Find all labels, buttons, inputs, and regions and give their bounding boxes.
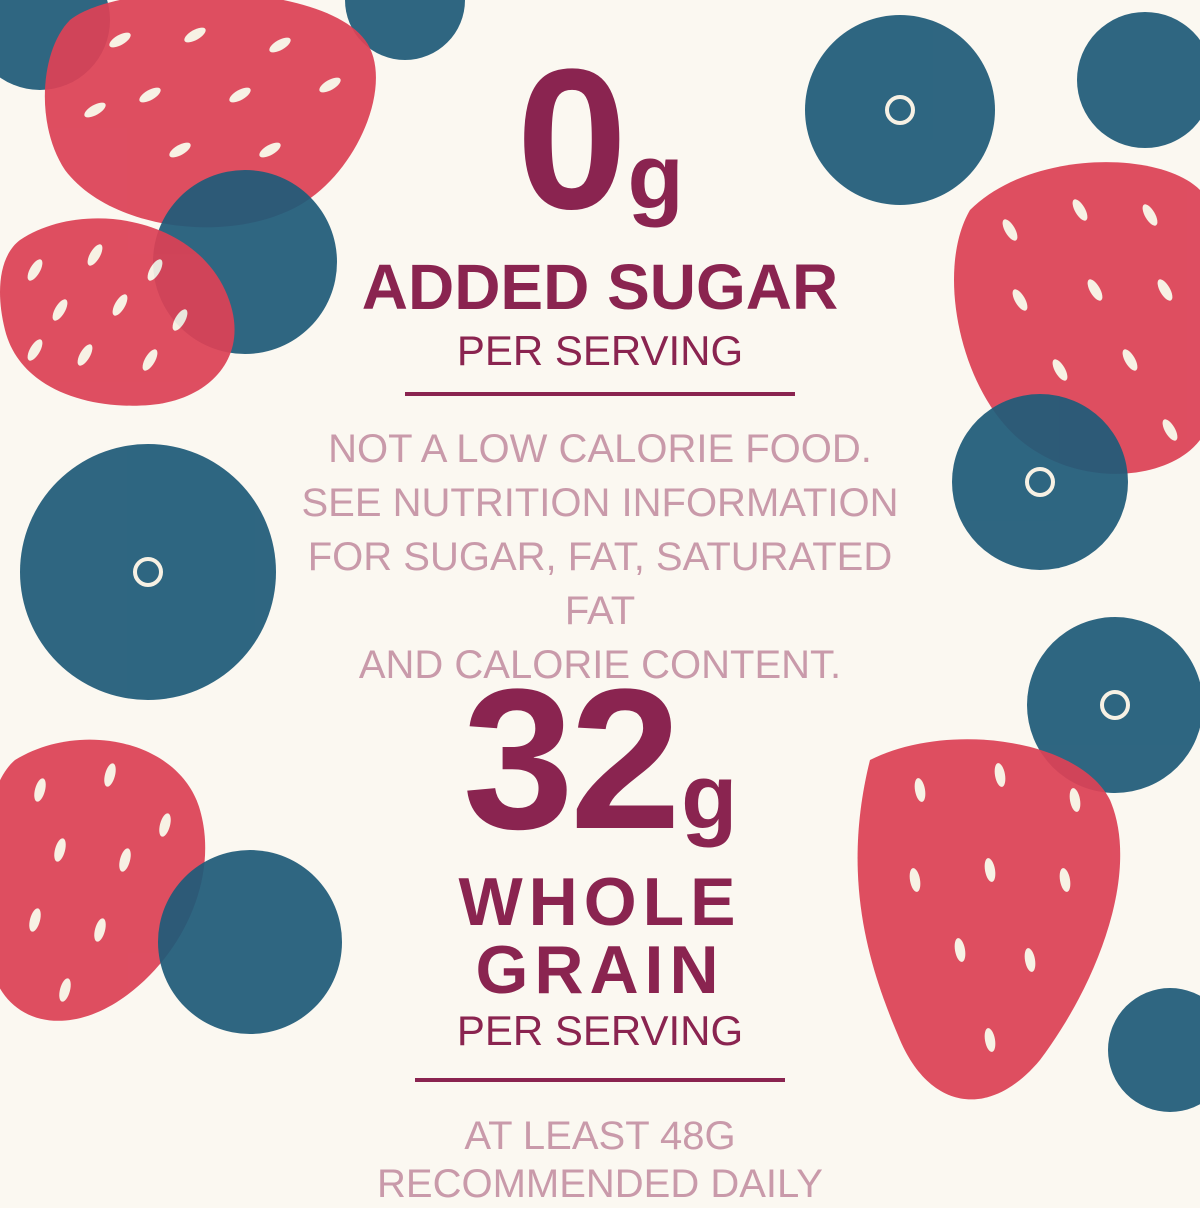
disclaimer-text: NOT A LOW CALORIE FOOD. SEE NUTRITION IN… (300, 422, 900, 692)
strawberry-icon (0, 739, 206, 1021)
footnote-text: AT LEAST 48G RECOMMENDED DAILY (377, 1114, 823, 1206)
strawberry-icon (954, 162, 1200, 474)
whole-grain-heading-line-2: GRAIN (475, 932, 725, 1008)
whole-grain-per-serving-label: PER SERVING (456, 1007, 744, 1054)
whole-grain-amount-unit: g (681, 746, 738, 848)
blueberry-icon (1027, 617, 1200, 793)
blueberry-icon (952, 394, 1128, 570)
whole-grain-amount: 32g (300, 660, 900, 860)
sugar-amount: 0g (300, 40, 900, 240)
added-sugar-heading: ADDED SUGAR (361, 251, 839, 323)
strawberry-icon (44, 0, 376, 228)
sugar-per-serving-label: PER SERVING (456, 327, 744, 374)
sugar-amount-unit: g (627, 126, 684, 228)
disclaimer-line-2: SEE NUTRITION INFORMATION (301, 481, 899, 525)
divider-bottom (415, 1078, 785, 1082)
strawberry-icon (857, 739, 1121, 1100)
whole-grain-heading-line-1: WHOLE (458, 864, 742, 940)
sugar-amount-number: 0 (516, 28, 627, 251)
nutrition-claims-panel: 0g ADDED SUGAR PER SERVING NOT A LOW CAL… (300, 0, 900, 1207)
strawberry-icon (0, 218, 235, 406)
blueberry-icon (20, 444, 276, 700)
disclaimer-line-3: FOR SUGAR, FAT, SATURATED FAT (307, 535, 893, 633)
disclaimer-line-4: AND CALORIE CONTENT. (358, 643, 842, 687)
blueberry-icon (805, 15, 995, 205)
blueberry-icon (1077, 12, 1200, 148)
disclaimer-line-1: NOT A LOW CALORIE FOOD. (328, 427, 872, 471)
blueberry-icon (1108, 988, 1200, 1112)
divider-top (405, 392, 795, 396)
blueberry-icon (345, 0, 465, 60)
whole-grain-amount-number: 32 (462, 648, 681, 871)
blueberry-icon (158, 850, 342, 1034)
